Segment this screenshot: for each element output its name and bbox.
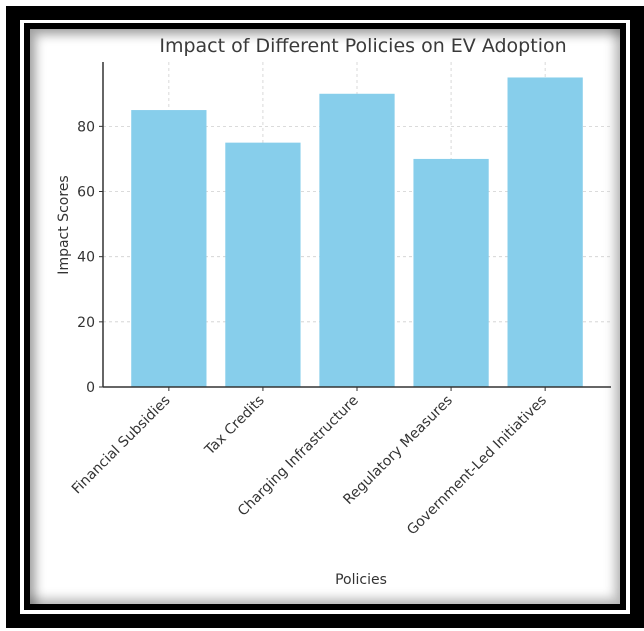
bar-tax-credits xyxy=(225,142,301,387)
x-tick-label: Financial Subsidies xyxy=(69,393,174,498)
chart-title: Impact of Different Policies on EV Adopt… xyxy=(159,35,566,57)
y-tick-label: 40 xyxy=(77,250,95,266)
y-tick-label: 60 xyxy=(77,185,95,201)
bar-government-led-initiatives xyxy=(507,77,583,387)
x-tick-label: Tax Credits xyxy=(201,393,267,459)
axes xyxy=(99,62,611,391)
y-axis-label: Impact Scores xyxy=(56,175,72,274)
bars xyxy=(131,77,583,388)
x-tick-label: Regulatory Measures xyxy=(340,393,455,508)
bar-charging-infrastructure xyxy=(319,93,395,388)
y-tick-label: 80 xyxy=(77,119,95,135)
bar-regulatory-measures xyxy=(413,158,489,387)
y-tick-label: 0 xyxy=(86,380,95,396)
y-tick-labels: 0 20 40 60 80 xyxy=(77,119,95,396)
y-tick-label: 20 xyxy=(77,315,95,331)
x-axis-label: Policies xyxy=(335,572,387,588)
bar-financial-subsidies xyxy=(131,110,207,387)
